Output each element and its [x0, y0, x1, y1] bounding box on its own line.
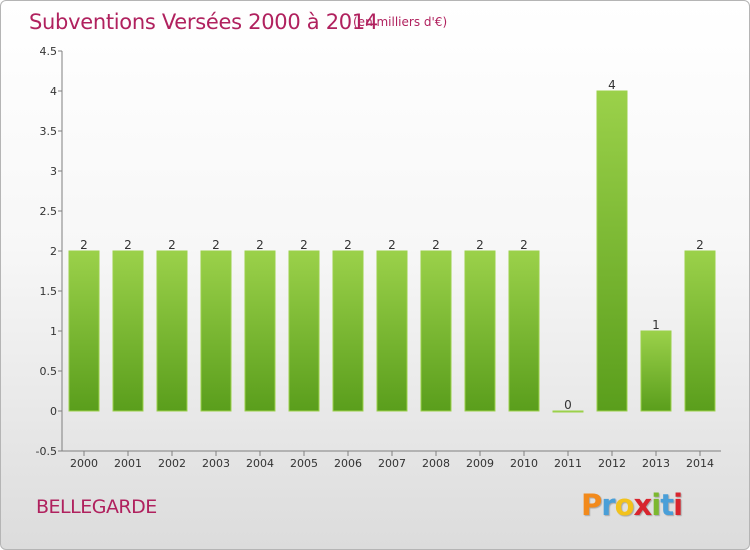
x-tick-label: 2008 — [422, 457, 450, 470]
x-tick-label: 2000 — [70, 457, 98, 470]
data-label: 2 — [388, 238, 396, 252]
data-label: 2 — [432, 238, 440, 252]
data-label: 2 — [520, 238, 528, 252]
bar — [376, 250, 408, 412]
logo-letter: P — [581, 488, 602, 522]
data-label: 4 — [608, 78, 616, 92]
data-label: 2 — [300, 238, 308, 252]
x-tick-label: 2011 — [554, 457, 582, 470]
bar — [420, 250, 452, 412]
x-tick-label: 2009 — [466, 457, 494, 470]
y-tick-label: 4 — [50, 85, 57, 98]
data-label: 2 — [80, 238, 88, 252]
y-tick-label: 4.5 — [40, 45, 58, 58]
bar — [596, 90, 628, 412]
x-tick-label: 2014 — [686, 457, 714, 470]
y-tick-label: 1 — [50, 325, 57, 338]
y-tick-label: 3 — [50, 165, 57, 178]
x-tick-label: 2003 — [202, 457, 230, 470]
bar — [684, 250, 716, 412]
logo-letter: o — [614, 488, 635, 522]
y-tick-label: -0.5 — [36, 445, 57, 458]
bar — [552, 410, 584, 413]
data-label: 2 — [168, 238, 176, 252]
bar — [112, 250, 144, 412]
logo-letter: t — [660, 488, 674, 522]
y-tick-label: 2.5 — [40, 205, 58, 218]
y-tick-label: 0 — [50, 405, 57, 418]
data-label: 2 — [696, 238, 704, 252]
x-tick-label: 2005 — [290, 457, 318, 470]
x-tick-label: 2002 — [158, 457, 186, 470]
bar — [464, 250, 496, 412]
bar — [156, 250, 188, 412]
x-tick-label: 2010 — [510, 457, 538, 470]
data-label: 0 — [564, 398, 572, 412]
logo-letter: i — [673, 488, 683, 522]
x-tick-label: 2012 — [598, 457, 626, 470]
bar — [640, 330, 672, 412]
data-label: 2 — [344, 238, 352, 252]
x-tick-label: 2006 — [334, 457, 362, 470]
x-tick-label: 2001 — [114, 457, 142, 470]
x-tick-label: 2013 — [642, 457, 670, 470]
chart-subtitle: (en milliers d'€) — [353, 15, 448, 29]
y-tick-label: 0.5 — [40, 365, 58, 378]
proxiti-logo[interactable]: Proxiti — [581, 488, 683, 522]
city-name: BELLEGARDE — [36, 496, 157, 518]
bar — [68, 250, 100, 412]
bar — [332, 250, 364, 412]
logo-letter: r — [601, 488, 615, 522]
data-label: 2 — [212, 238, 220, 252]
logo-letter: i — [651, 488, 661, 522]
chart-title: Subventions Versées 2000 à 2014 — [29, 10, 378, 34]
logo-letter: x — [633, 488, 653, 522]
bar — [288, 250, 320, 412]
bar — [244, 250, 276, 412]
data-label: 1 — [652, 318, 660, 332]
bar — [508, 250, 540, 412]
x-tick-label: 2004 — [246, 457, 274, 470]
y-tick-label: 3.5 — [40, 125, 58, 138]
x-tick-label: 2007 — [378, 457, 406, 470]
bar — [200, 250, 232, 412]
y-tick-label: 1.5 — [40, 285, 58, 298]
data-label: 2 — [476, 238, 484, 252]
data-label: 2 — [124, 238, 132, 252]
data-label: 2 — [256, 238, 264, 252]
y-tick-label: 2 — [50, 245, 57, 258]
